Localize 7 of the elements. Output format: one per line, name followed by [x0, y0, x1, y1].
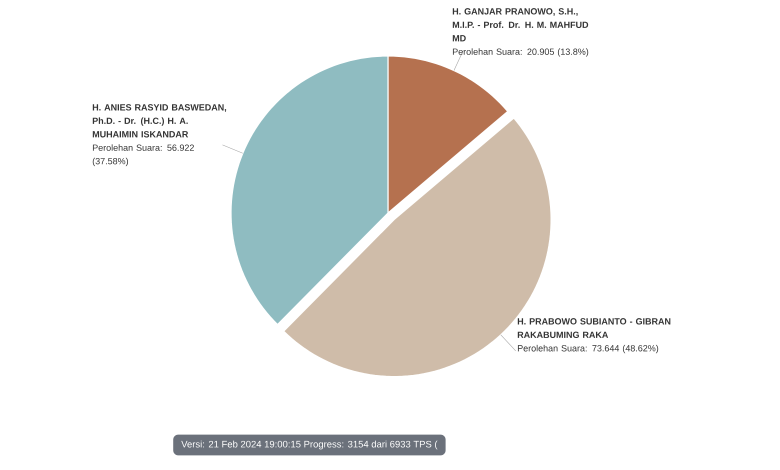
- slice-label: H. PRABOWO SUBIANTO - GIBRAN RAKABUMING RAKA: [518, 318, 670, 338]
- data-label: Perolehan Suara: 56.922 (37.58%): [92, 144, 194, 166]
- slice-label: H. ANIES RASYID BASWEDAN, Ph.D. - Dr. (H.C.) H. A. MUHAIMIN ISKANDAR: [92, 104, 226, 138]
- data-label: Perolehan Suara: 20.905 (13.8%): [452, 48, 588, 57]
- text: Versi: 21 Feb 2024 19:00:15 Progress: 3154 dari 6933 TPS (: [181, 440, 438, 450]
- slice-label: H. GANJAR PRANOWO, S.H., M.I.P. - Prof. Dr. H. M. MAHFUD MD: [452, 8, 588, 42]
- data-label: Perolehan Suara: 73.644 (48.62%): [518, 344, 658, 354]
